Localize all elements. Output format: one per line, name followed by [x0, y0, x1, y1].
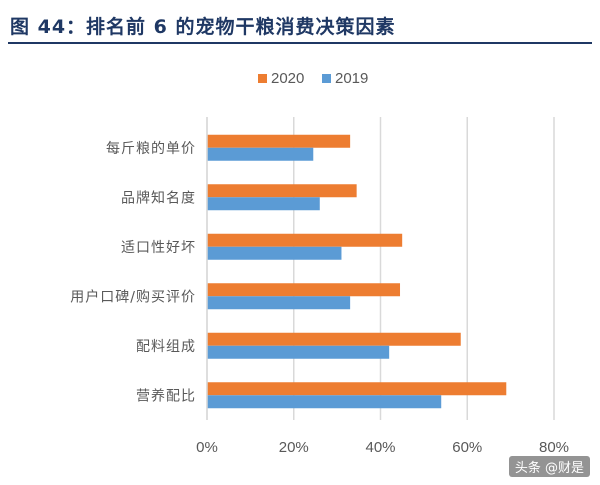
- bar-2020: [207, 382, 507, 396]
- bar-2019: [207, 197, 320, 211]
- watermark: 头条 @财是: [508, 456, 590, 477]
- category-label: 适口性好坏: [121, 240, 196, 256]
- bar-2020: [207, 283, 401, 297]
- legend-swatch-2019: [322, 74, 331, 83]
- x-tick-label: 40%: [365, 439, 395, 456]
- legend-label-2020: 2020: [271, 70, 304, 87]
- bar-2020: [207, 233, 403, 247]
- bar-2019: [207, 395, 442, 409]
- category-label: 用户口碑/购买评价: [70, 288, 196, 305]
- x-tick-label: 80%: [539, 439, 569, 456]
- chart-title: 图 44：排名前 6 的宠物干粮消费决策因素: [10, 16, 396, 38]
- x-tick-label: 20%: [279, 439, 309, 456]
- category-label: 每斤粮的单价: [106, 141, 196, 157]
- bar-2019: [207, 147, 314, 161]
- bar-2020: [207, 332, 461, 346]
- bar-2019: [207, 246, 342, 260]
- legend-swatch-2020: [258, 74, 267, 83]
- bar-2020: [207, 184, 357, 198]
- bar-2020: [207, 134, 351, 148]
- x-tick-label: 60%: [452, 439, 482, 456]
- category-label: 营养配比: [136, 388, 196, 404]
- bar-2019: [207, 345, 390, 359]
- x-tick-label: 0%: [196, 439, 218, 456]
- category-label: 配料组成: [136, 339, 196, 355]
- category-label: 品牌知名度: [121, 189, 196, 206]
- bar-2019: [207, 296, 351, 310]
- legend-label-2019: 2019: [335, 70, 368, 87]
- title-bar: 图 44：排名前 6 的宠物干粮消费决策因素: [8, 8, 592, 44]
